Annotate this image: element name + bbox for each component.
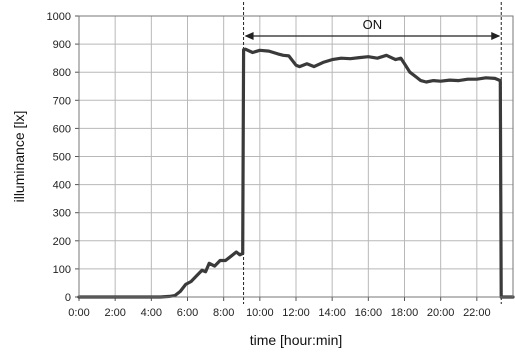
y-tick-label: 500 bbox=[53, 152, 71, 164]
series-group bbox=[77, 47, 515, 299]
x-tick-label: 22:00 bbox=[463, 307, 491, 319]
y-tick-label: 200 bbox=[53, 236, 71, 248]
x-tick-label: 20:00 bbox=[427, 307, 455, 319]
gridlines bbox=[78, 15, 514, 298]
on-arrow-head-left bbox=[244, 32, 254, 40]
x-tick-label: 14:00 bbox=[318, 307, 346, 319]
y-tick-label: 300 bbox=[53, 208, 71, 220]
x-tick-label: 18:00 bbox=[391, 307, 419, 319]
y-tick-label: 0 bbox=[65, 292, 71, 304]
on-label: ON bbox=[363, 17, 383, 32]
y-tick-label: 600 bbox=[53, 123, 71, 135]
y-axis-title: illuminance [lx] bbox=[11, 111, 27, 203]
x-axis-title: time [hour:min] bbox=[250, 332, 343, 348]
x-tick-label: 0:00 bbox=[68, 307, 89, 319]
y-tick-label: 400 bbox=[53, 180, 71, 192]
y-tick-label: 700 bbox=[53, 95, 71, 107]
x-tick-label: 4:00 bbox=[141, 307, 162, 319]
illuminance-series-line bbox=[77, 47, 515, 299]
x-tick-label: 12:00 bbox=[282, 307, 310, 319]
x-tick-label: 8:00 bbox=[213, 307, 234, 319]
plot-frame bbox=[78, 15, 514, 298]
on-arrow-head-right bbox=[491, 32, 501, 40]
y-axis-ticks: 0 100 200 300 400 500 600 700 800 900 1000 bbox=[47, 11, 79, 304]
x-tick-label: 16:00 bbox=[355, 307, 383, 319]
y-tick-label: 100 bbox=[53, 264, 71, 276]
x-axis-ticks: 0:00 2:00 4:00 6:00 8:00 10:00 12:00 14:00 16:00… bbox=[68, 297, 491, 319]
x-tick-label: 6:00 bbox=[177, 307, 198, 319]
on-period-annotation: ON bbox=[243, 2, 502, 304]
y-tick-label: 1000 bbox=[47, 11, 71, 23]
x-tick-label: 10:00 bbox=[246, 307, 274, 319]
x-tick-label: 2:00 bbox=[104, 307, 125, 319]
y-tick-label: 800 bbox=[53, 67, 71, 79]
y-tick-label: 900 bbox=[53, 39, 71, 51]
